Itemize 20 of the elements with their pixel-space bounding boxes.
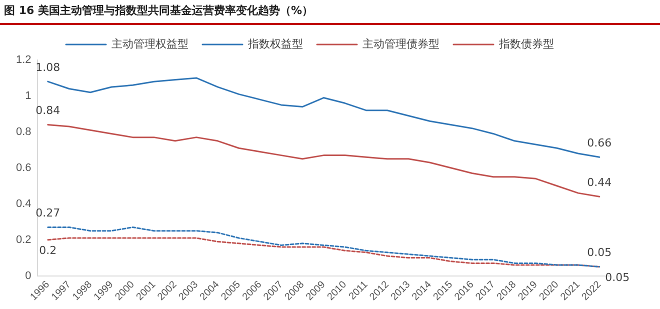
y-tick-label: 0.6 (16, 162, 32, 174)
data-label: 0.44 (587, 176, 612, 190)
y-tick-label: 0.8 (16, 126, 32, 138)
y-tick-label: 0 (25, 270, 32, 282)
chart-title: 图 16 美国主动管理与指数型共同基金运营费率变化趋势（%） (0, 0, 660, 25)
legend-label: 主动管理权益型 (112, 37, 188, 50)
y-tick-label: 0.4 (16, 198, 32, 210)
data-label: 1.08 (36, 60, 60, 74)
y-tick-label: 1.2 (16, 54, 32, 66)
data-label: 0.05 (605, 271, 630, 284)
data-label: 0.27 (36, 206, 60, 220)
data-label: 0.05 (587, 246, 612, 260)
legend-label: 指数债券型 (498, 37, 554, 50)
legend-label: 主动管理债券型 (362, 37, 440, 50)
legend-label: 指数权益型 (247, 37, 303, 50)
data-label: 0.2 (39, 244, 57, 258)
data-label: 0.84 (36, 104, 60, 118)
y-tick-label: 0.2 (16, 234, 32, 246)
data-label: 0.66 (587, 136, 612, 150)
y-tick-label: 1 (25, 90, 32, 102)
